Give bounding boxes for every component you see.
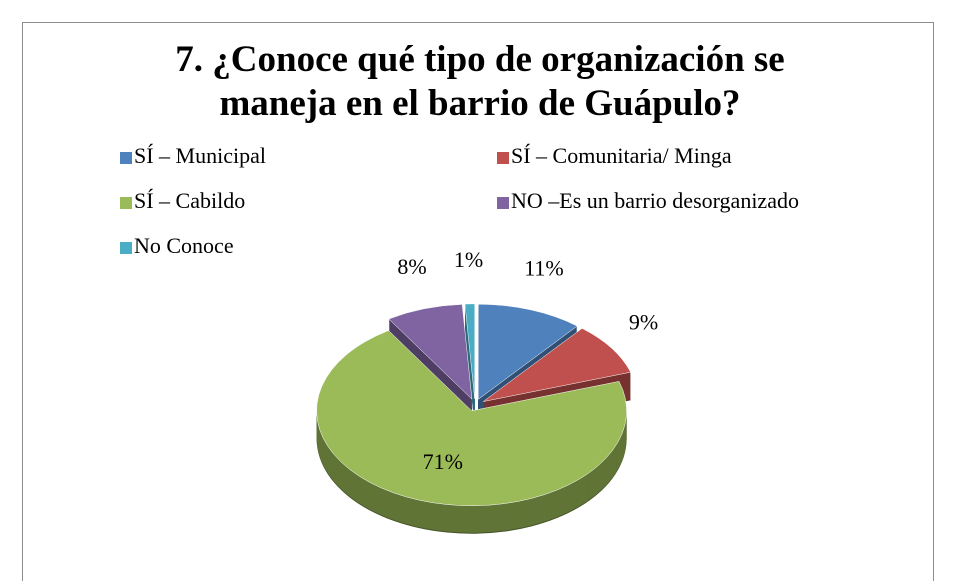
legend-label: SÍ – Cabildo <box>134 188 245 213</box>
data-label: 1% <box>454 247 483 272</box>
data-label: 8% <box>397 254 426 279</box>
legend-swatch <box>120 152 132 164</box>
pie-slice <box>478 303 578 400</box>
legend-swatch <box>120 242 132 254</box>
legend-label: SÍ – Comunitaria/ Minga <box>511 143 732 168</box>
legend-label: NO –Es un barrio desorganizado <box>511 188 799 213</box>
chart-title: 7. ¿Conoce qué tipo de organización se m… <box>175 39 785 124</box>
legend-swatch <box>497 197 509 209</box>
data-label: 71% <box>423 449 463 474</box>
legend-swatch <box>120 197 132 209</box>
pie-slice <box>464 303 475 399</box>
legend-swatch <box>497 152 509 164</box>
data-label: 9% <box>629 310 658 335</box>
pie-slice <box>388 304 473 400</box>
legend-label: No Conoce <box>134 233 234 258</box>
data-label: 11% <box>524 256 564 281</box>
pie-slice <box>316 330 627 506</box>
chart-frame <box>22 22 934 581</box>
pie-slice <box>483 328 632 402</box>
legend-label: SÍ – Municipal <box>134 143 266 168</box>
